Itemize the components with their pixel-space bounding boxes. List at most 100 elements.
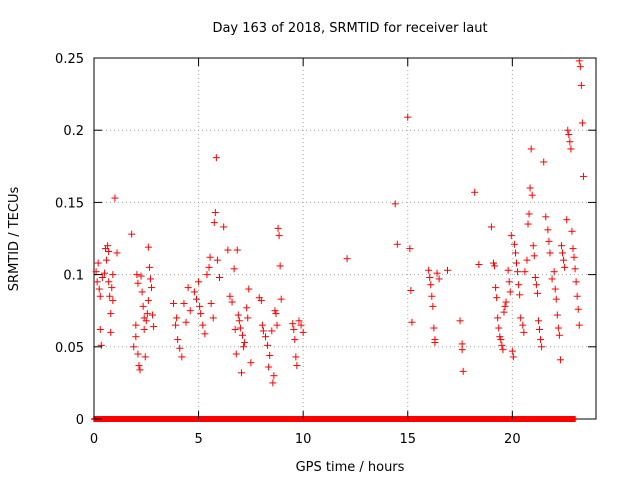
data-point-marker (496, 333, 504, 341)
data-point-marker (572, 278, 580, 286)
data-point-marker (132, 321, 140, 329)
data-point-marker (504, 266, 512, 274)
data-point-marker (148, 284, 156, 292)
data-point-marker (500, 308, 508, 316)
data-point-marker (553, 311, 561, 319)
data-point-marker (508, 347, 516, 355)
data-point-marker (109, 271, 117, 279)
data-point-marker (514, 268, 522, 276)
data-point-marker (528, 191, 536, 199)
data-point-marker (555, 331, 563, 339)
x-tick-label: 5 (194, 432, 202, 447)
data-point-marker (571, 265, 579, 273)
data-point-marker (201, 330, 209, 338)
data-point-marker (105, 278, 113, 286)
data-point-marker (137, 272, 145, 280)
data-point-marker (236, 324, 244, 332)
data-point-marker (443, 266, 451, 274)
data-point-marker (435, 275, 443, 283)
data-point-marker (186, 307, 194, 315)
data-point-marker (190, 288, 198, 296)
data-point-marker (276, 262, 284, 270)
data-point-marker (220, 223, 228, 231)
data-point-marker (211, 209, 219, 217)
data-point-marker (182, 318, 190, 326)
data-point-marker (245, 285, 253, 293)
data-point-marker (213, 256, 221, 264)
data-point-marker (516, 291, 524, 299)
data-point-marker (237, 369, 245, 377)
data-point-marker (100, 269, 108, 277)
data-point-marker (134, 279, 142, 287)
data-point-marker (545, 237, 553, 245)
y-tick-label: 0.15 (55, 196, 84, 211)
data-point-marker (106, 292, 114, 300)
data-point-marker (104, 242, 112, 250)
data-point-marker (295, 317, 303, 325)
data-point-marker (135, 362, 143, 370)
data-point-marker (523, 256, 531, 264)
data-point-marker (521, 268, 529, 276)
data-point-marker (239, 331, 247, 339)
data-point-marker (231, 325, 239, 333)
data-point-marker (513, 259, 521, 267)
data-point-marker (92, 268, 100, 276)
data-point-marker (228, 298, 236, 306)
data-point-marker (507, 232, 515, 240)
data-point-marker (259, 327, 267, 335)
data-point-marker (529, 242, 537, 250)
y-tick-label: 0.05 (55, 341, 84, 356)
data-point-marker (103, 256, 111, 264)
data-point-marker (145, 263, 153, 271)
x-tick-label: 20 (504, 432, 521, 447)
data-point-marker (113, 249, 121, 257)
data-point-marker (431, 338, 439, 346)
data-point-marker (265, 363, 273, 371)
data-point-marker (96, 325, 104, 333)
data-point-marker (275, 232, 283, 240)
data-point-marker (132, 333, 140, 341)
data-point-marker (510, 240, 518, 248)
data-point-marker (532, 281, 540, 289)
data-point-marker (505, 278, 513, 286)
data-point-marker (509, 353, 517, 361)
data-point-marker (554, 324, 562, 332)
data-point-marker (527, 145, 535, 153)
data-point-marker (430, 324, 438, 332)
data-point-marker (429, 302, 437, 310)
data-point-marker (109, 297, 117, 305)
data-point-marker (264, 341, 272, 349)
data-point-marker (471, 188, 479, 196)
data-point-marker (195, 278, 203, 286)
y-tick-label: 0.25 (55, 52, 84, 67)
data-point-marker (343, 255, 351, 263)
data-point-marker (142, 317, 150, 325)
data-point-marker (576, 63, 584, 71)
data-point-marker (205, 263, 213, 271)
data-point-marker (567, 145, 575, 153)
data-point-marker (178, 353, 186, 361)
data-point-marker (108, 284, 116, 292)
data-point-marker (540, 158, 548, 166)
data-point-marker (565, 131, 573, 139)
data-point-marker (206, 253, 214, 261)
data-point-marker (130, 343, 138, 351)
data-point-marker (564, 126, 572, 134)
data-point-marker (107, 328, 115, 336)
data-point-marker (575, 321, 583, 329)
data-point-marker (524, 220, 532, 228)
data-point-marker (291, 336, 299, 344)
y-axis-label: SRMTID / TECUs (7, 187, 22, 292)
data-point-marker (391, 200, 399, 208)
data-point-marker (533, 289, 541, 297)
data-point-marker (133, 271, 141, 279)
data-point-marker (574, 305, 582, 313)
data-point-marker (458, 346, 466, 354)
data-point-marker (144, 297, 152, 305)
data-point-marker (511, 249, 519, 257)
data-point-marker (556, 356, 564, 364)
data-point-marker (210, 219, 218, 227)
data-point-marker (203, 271, 211, 279)
data-point-marker (138, 288, 146, 296)
